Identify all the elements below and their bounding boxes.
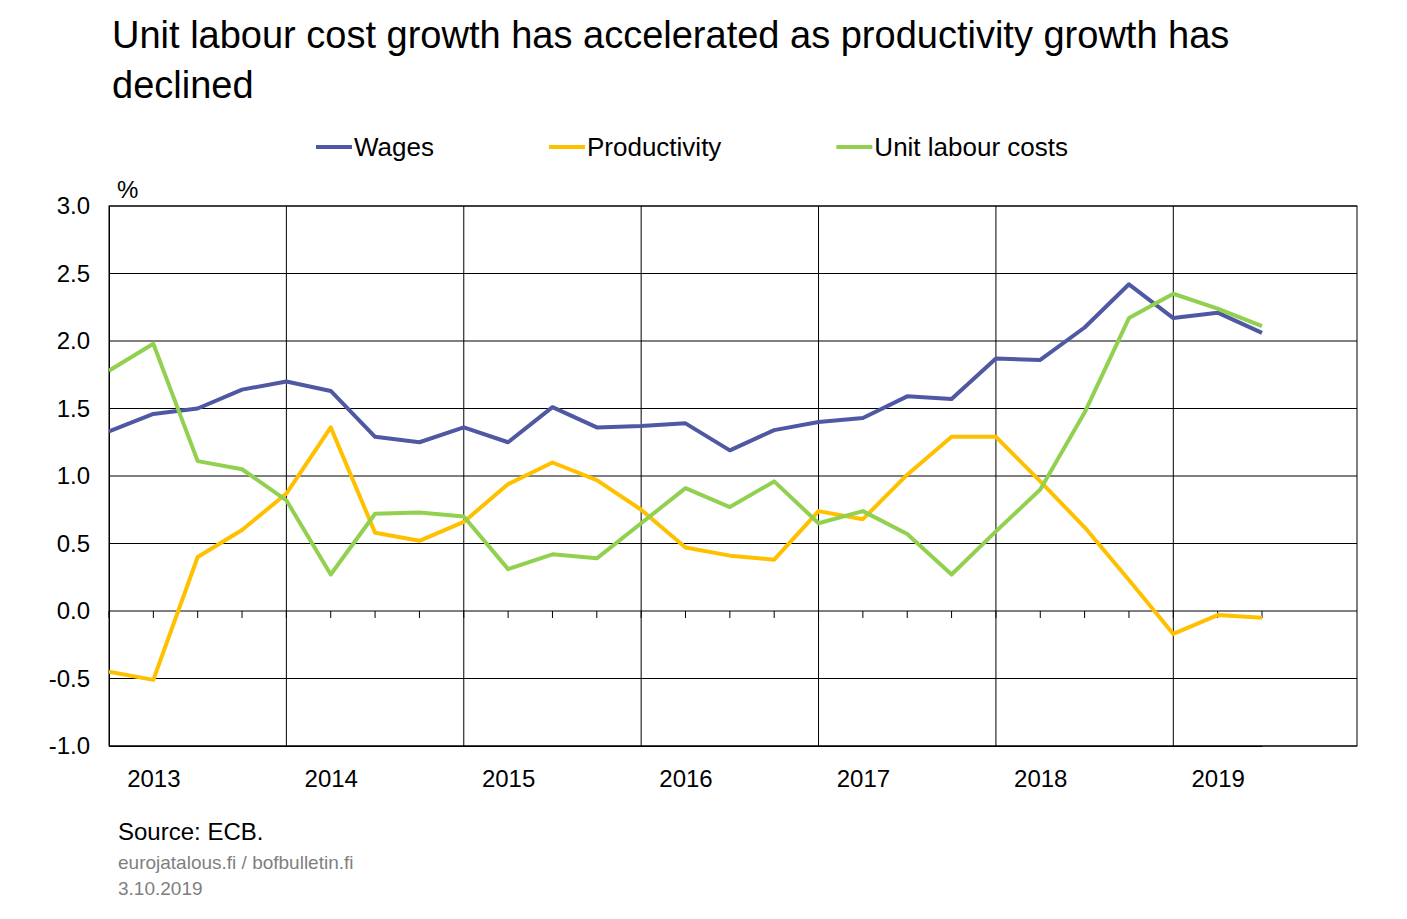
x-tick: 2013 — [127, 746, 180, 792]
y-tick: 2.0 — [57, 327, 109, 354]
y-tick-label: 3.0 — [57, 192, 90, 219]
grid-line-x — [818, 206, 819, 746]
y-tick-label: -0.5 — [49, 665, 90, 692]
y-tick-label: 1.0 — [57, 462, 90, 489]
x-axis-line — [110, 746, 1263, 747]
tick-mark-x — [951, 611, 952, 618]
grid-line-x — [463, 206, 464, 746]
x-tick-label: 2018 — [1014, 765, 1067, 792]
x-tick: 2014 — [305, 746, 358, 792]
tick-mark-x — [1173, 611, 1174, 618]
grid-line-y — [109, 273, 1357, 274]
tick-mark-x — [818, 611, 819, 618]
y-tick-label: -1.0 — [49, 732, 90, 759]
tick-mark-x — [1084, 611, 1085, 618]
tick-mark-x — [685, 611, 686, 618]
chart: Unit labour cost growth has accelerated … — [0, 0, 1407, 919]
y-tick: -0.5 — [49, 665, 109, 692]
series-line — [109, 284, 1262, 450]
legend-swatch — [316, 145, 352, 149]
tick-mark-x — [1040, 611, 1041, 618]
tick-mark-x — [907, 611, 908, 618]
x-tick: 2015 — [482, 746, 535, 792]
legend-item: Unit labour costs — [836, 132, 1068, 162]
title-line: Unit labour cost growth has accelerated … — [112, 14, 1229, 56]
grid-line-x — [286, 206, 287, 746]
x-tick-label: 2015 — [482, 765, 535, 792]
grid-line-y — [109, 408, 1357, 409]
tick-mark-x — [419, 611, 420, 618]
title: Unit labour cost growth has accelerated … — [112, 14, 1229, 106]
y-axis-label: % — [117, 176, 138, 203]
grid-line-y — [109, 341, 1357, 342]
legend-label: Unit labour costs — [874, 132, 1068, 162]
x-tick-label: 2014 — [305, 765, 358, 792]
tick-mark-x — [862, 611, 863, 618]
footer: eurojatalous.fi / bofbulletin.fi — [118, 852, 354, 873]
x-tick-label: 2017 — [837, 765, 890, 792]
tick-mark-x — [286, 611, 287, 618]
y-tick: 0.5 — [57, 530, 109, 557]
y-tick-label: 0.5 — [57, 530, 90, 557]
x-tick-label: 2016 — [659, 765, 712, 792]
grid — [109, 206, 1357, 746]
grid-line-x — [1173, 206, 1174, 746]
tick-mark-x — [729, 611, 730, 618]
grid-line-y — [109, 611, 1357, 612]
tick-mark-x — [242, 611, 243, 618]
series-line — [109, 294, 1262, 575]
tick-mark-x — [153, 611, 154, 618]
x-tick-label: 2013 — [127, 765, 180, 792]
tick-mark-x — [463, 611, 464, 618]
y-tick: 0.0 — [57, 597, 109, 624]
legend-swatch — [836, 145, 872, 149]
x-tick: 2019 — [1191, 746, 1244, 792]
y-tick: 1.0 — [57, 462, 109, 489]
y-tick: 1.5 — [57, 395, 109, 422]
grid-line-y — [109, 678, 1357, 679]
title-line: declined — [112, 64, 254, 106]
tick-mark-x — [641, 611, 642, 618]
x-tick-label: 2019 — [1191, 765, 1244, 792]
series-line — [109, 427, 1262, 679]
y-tick-label: 1.5 — [57, 395, 90, 422]
source: Source: ECB. — [118, 818, 263, 845]
tick-mark-x — [330, 611, 331, 618]
y-tick: -1.0 — [49, 732, 109, 759]
legend-label: Wages — [354, 132, 434, 162]
legend-item: Wages — [316, 132, 434, 162]
x-tick: 2016 — [659, 746, 712, 792]
tick-mark-x — [508, 611, 509, 618]
grid-line-x — [641, 206, 642, 746]
grid-line-y — [109, 543, 1357, 544]
footer: 3.10.2019 — [118, 878, 203, 899]
y-tick: 3.0 — [57, 192, 109, 219]
legend: Wages Productivity Unit labour costs — [316, 132, 1068, 162]
x-axis: 2013 2014 2015 2016 2017 2018 2019 — [110, 746, 1263, 792]
tick-mark-x — [596, 611, 597, 618]
y-tick-label: 2.0 — [57, 327, 90, 354]
tick-mark-x — [1128, 611, 1129, 618]
y-axis: -1.0 -0.5 0.0 0.5 1.0 1.5 2.0 2.5 3.0 — [49, 192, 110, 759]
y-axis-line — [109, 207, 110, 747]
grid-line-x — [995, 206, 996, 746]
series-lines — [109, 284, 1262, 680]
legend-item: Productivity — [549, 132, 721, 162]
legend-swatch — [549, 145, 585, 149]
quarter-ticks — [109, 611, 1262, 618]
plot-frame — [109, 206, 1357, 746]
tick-mark-x — [197, 611, 198, 618]
y-tick-label: 2.5 — [57, 260, 90, 287]
tick-mark-x — [552, 611, 553, 618]
legend-label: Productivity — [587, 132, 721, 162]
x-tick: 2017 — [837, 746, 890, 792]
tick-mark-x — [375, 611, 376, 618]
tick-mark-x — [995, 611, 996, 618]
y-tick: 2.5 — [57, 260, 109, 287]
y-tick-label: 0.0 — [57, 597, 90, 624]
tick-mark-x — [774, 611, 775, 618]
x-tick: 2018 — [1014, 746, 1067, 792]
